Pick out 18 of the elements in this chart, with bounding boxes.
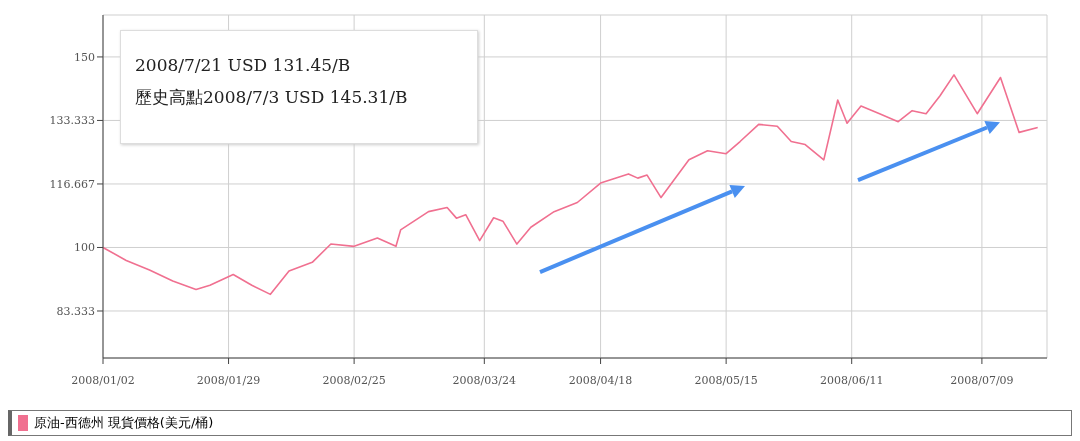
x-tick-label: 2008/02/25: [322, 373, 386, 387]
x-tick-label: 2008/03/24: [452, 373, 517, 387]
annotation: 2008/7/21 USD 131.45/B: [135, 54, 352, 77]
x-tick-label: 2008/01/02: [71, 373, 135, 387]
x-tick-label: 2008/07/09: [950, 373, 1014, 387]
note-box: 2008/7/21 USD 131.45/B 歷史高點2008/7/3 USD 145.31/B: [120, 30, 479, 144]
y-tick-label: 150: [74, 50, 95, 64]
y-tick-label: 83.333: [56, 304, 95, 318]
x-tick-label: 2008/01/29: [196, 373, 261, 387]
y-tick-label: 133.333: [49, 114, 95, 128]
line-series: [103, 74, 1039, 296]
y-tick-label: 116.667: [49, 177, 95, 191]
y-tick-label: 100: [74, 241, 95, 255]
x-tick-label: 2008/04/18: [568, 373, 633, 387]
legend-label: 原油-西德州 現貨價格(美元/桶): [34, 414, 214, 432]
x-tick-label: 2008/05/15: [694, 373, 758, 387]
x-tick-label: 2008/06/11: [819, 373, 884, 387]
annotation: 歷史高點2008/7/3 USD 145.31/B: [135, 86, 408, 109]
